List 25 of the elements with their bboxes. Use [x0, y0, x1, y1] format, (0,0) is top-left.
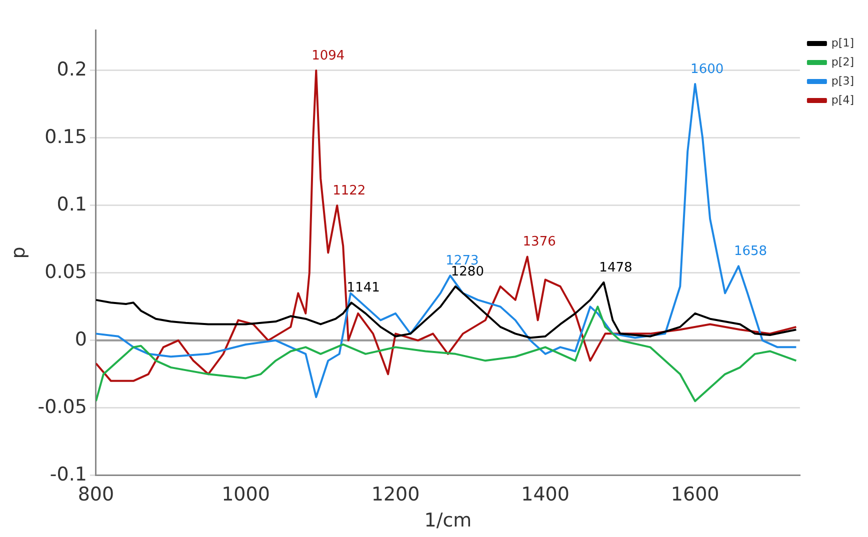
y-tick-label: 0.05 — [44, 260, 87, 283]
y-tick-label: 0.15 — [44, 126, 87, 148]
annotation: 1600 — [690, 62, 724, 77]
legend-label: p[2] — [831, 55, 854, 68]
annotation: 1376 — [522, 234, 556, 250]
x-tick-label: 1600 — [670, 484, 720, 506]
annotation: 1094 — [312, 48, 345, 64]
annotation: 1141 — [346, 280, 380, 296]
x-tick-label: 800 — [78, 484, 114, 506]
x-axis-title: 1/cm — [424, 510, 472, 532]
annotation: 1122 — [332, 183, 366, 198]
y-axis-title: p — [7, 246, 30, 259]
annotation: 1658 — [734, 244, 768, 260]
x-tick-label: 1200 — [371, 484, 420, 506]
legend-label: p[1] — [831, 36, 854, 50]
y-tick-label: -0.05 — [38, 396, 87, 418]
x-tick-label: 1000 — [222, 484, 270, 506]
x-tick-label: 1400 — [521, 484, 570, 506]
y-tick-label: 0 — [74, 328, 87, 350]
y-tick-label: 0.1 — [56, 193, 87, 216]
y-tick-label: 0.2 — [56, 58, 87, 80]
legend-label: p[3] — [831, 74, 854, 88]
legend-label: p[4] — [831, 93, 854, 106]
annotation: 1478 — [599, 260, 632, 276]
y-tick-label: -0.1 — [50, 463, 87, 486]
